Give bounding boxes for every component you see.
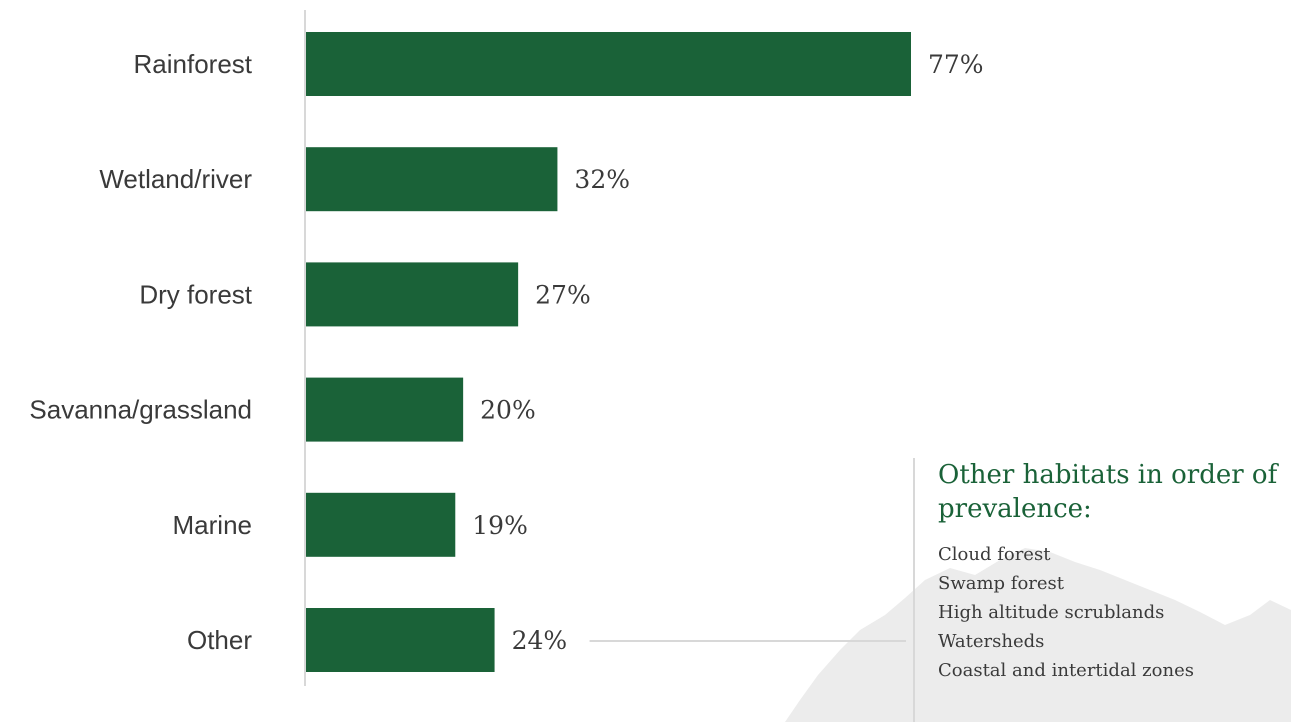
value-label: 20% bbox=[480, 396, 536, 425]
bar-dry-forest bbox=[306, 262, 519, 327]
other-habitat-item: Coastal and intertidal zones bbox=[938, 660, 1194, 681]
other-habitat-item: Watersheds bbox=[938, 631, 1045, 652]
other-habitat-item: Swamp forest bbox=[938, 573, 1065, 594]
bar-savanna-grassland bbox=[306, 377, 464, 442]
bar-other bbox=[306, 608, 495, 672]
other-habitats-list: Cloud forest Swamp forest High altitude sc… bbox=[938, 540, 1283, 685]
value-label: 77% bbox=[928, 50, 984, 79]
other-habitat-item: Cloud forest bbox=[938, 544, 1051, 565]
labels-layer: Rainforest 77% Wetland/river 32% Dry forest 2… bbox=[29, 49, 983, 655]
category-label: Rainforest bbox=[134, 49, 253, 79]
bar-rainforest bbox=[306, 32, 911, 96]
value-label: 24% bbox=[512, 626, 568, 655]
value-label: 32% bbox=[574, 165, 630, 194]
category-label: Other bbox=[187, 625, 252, 655]
category-label: Dry forest bbox=[139, 279, 252, 309]
value-label: 19% bbox=[472, 511, 528, 540]
value-label: 27% bbox=[535, 280, 591, 309]
other-habitats-panel: Other habitats in order of prevalence: C… bbox=[913, 458, 1283, 722]
category-label: Savanna/grassland bbox=[29, 395, 252, 425]
other-habitats-title: Other habitats in order of prevalence: bbox=[938, 460, 1278, 524]
category-label: Marine bbox=[173, 510, 252, 540]
other-habitat-item: High altitude scrublands bbox=[938, 602, 1165, 623]
decorative-map-shape bbox=[785, 548, 1291, 722]
bars-layer bbox=[306, 32, 911, 672]
bar-marine bbox=[306, 492, 456, 557]
category-label: Wetland/river bbox=[99, 164, 252, 194]
bar-wetland-river bbox=[306, 147, 558, 212]
